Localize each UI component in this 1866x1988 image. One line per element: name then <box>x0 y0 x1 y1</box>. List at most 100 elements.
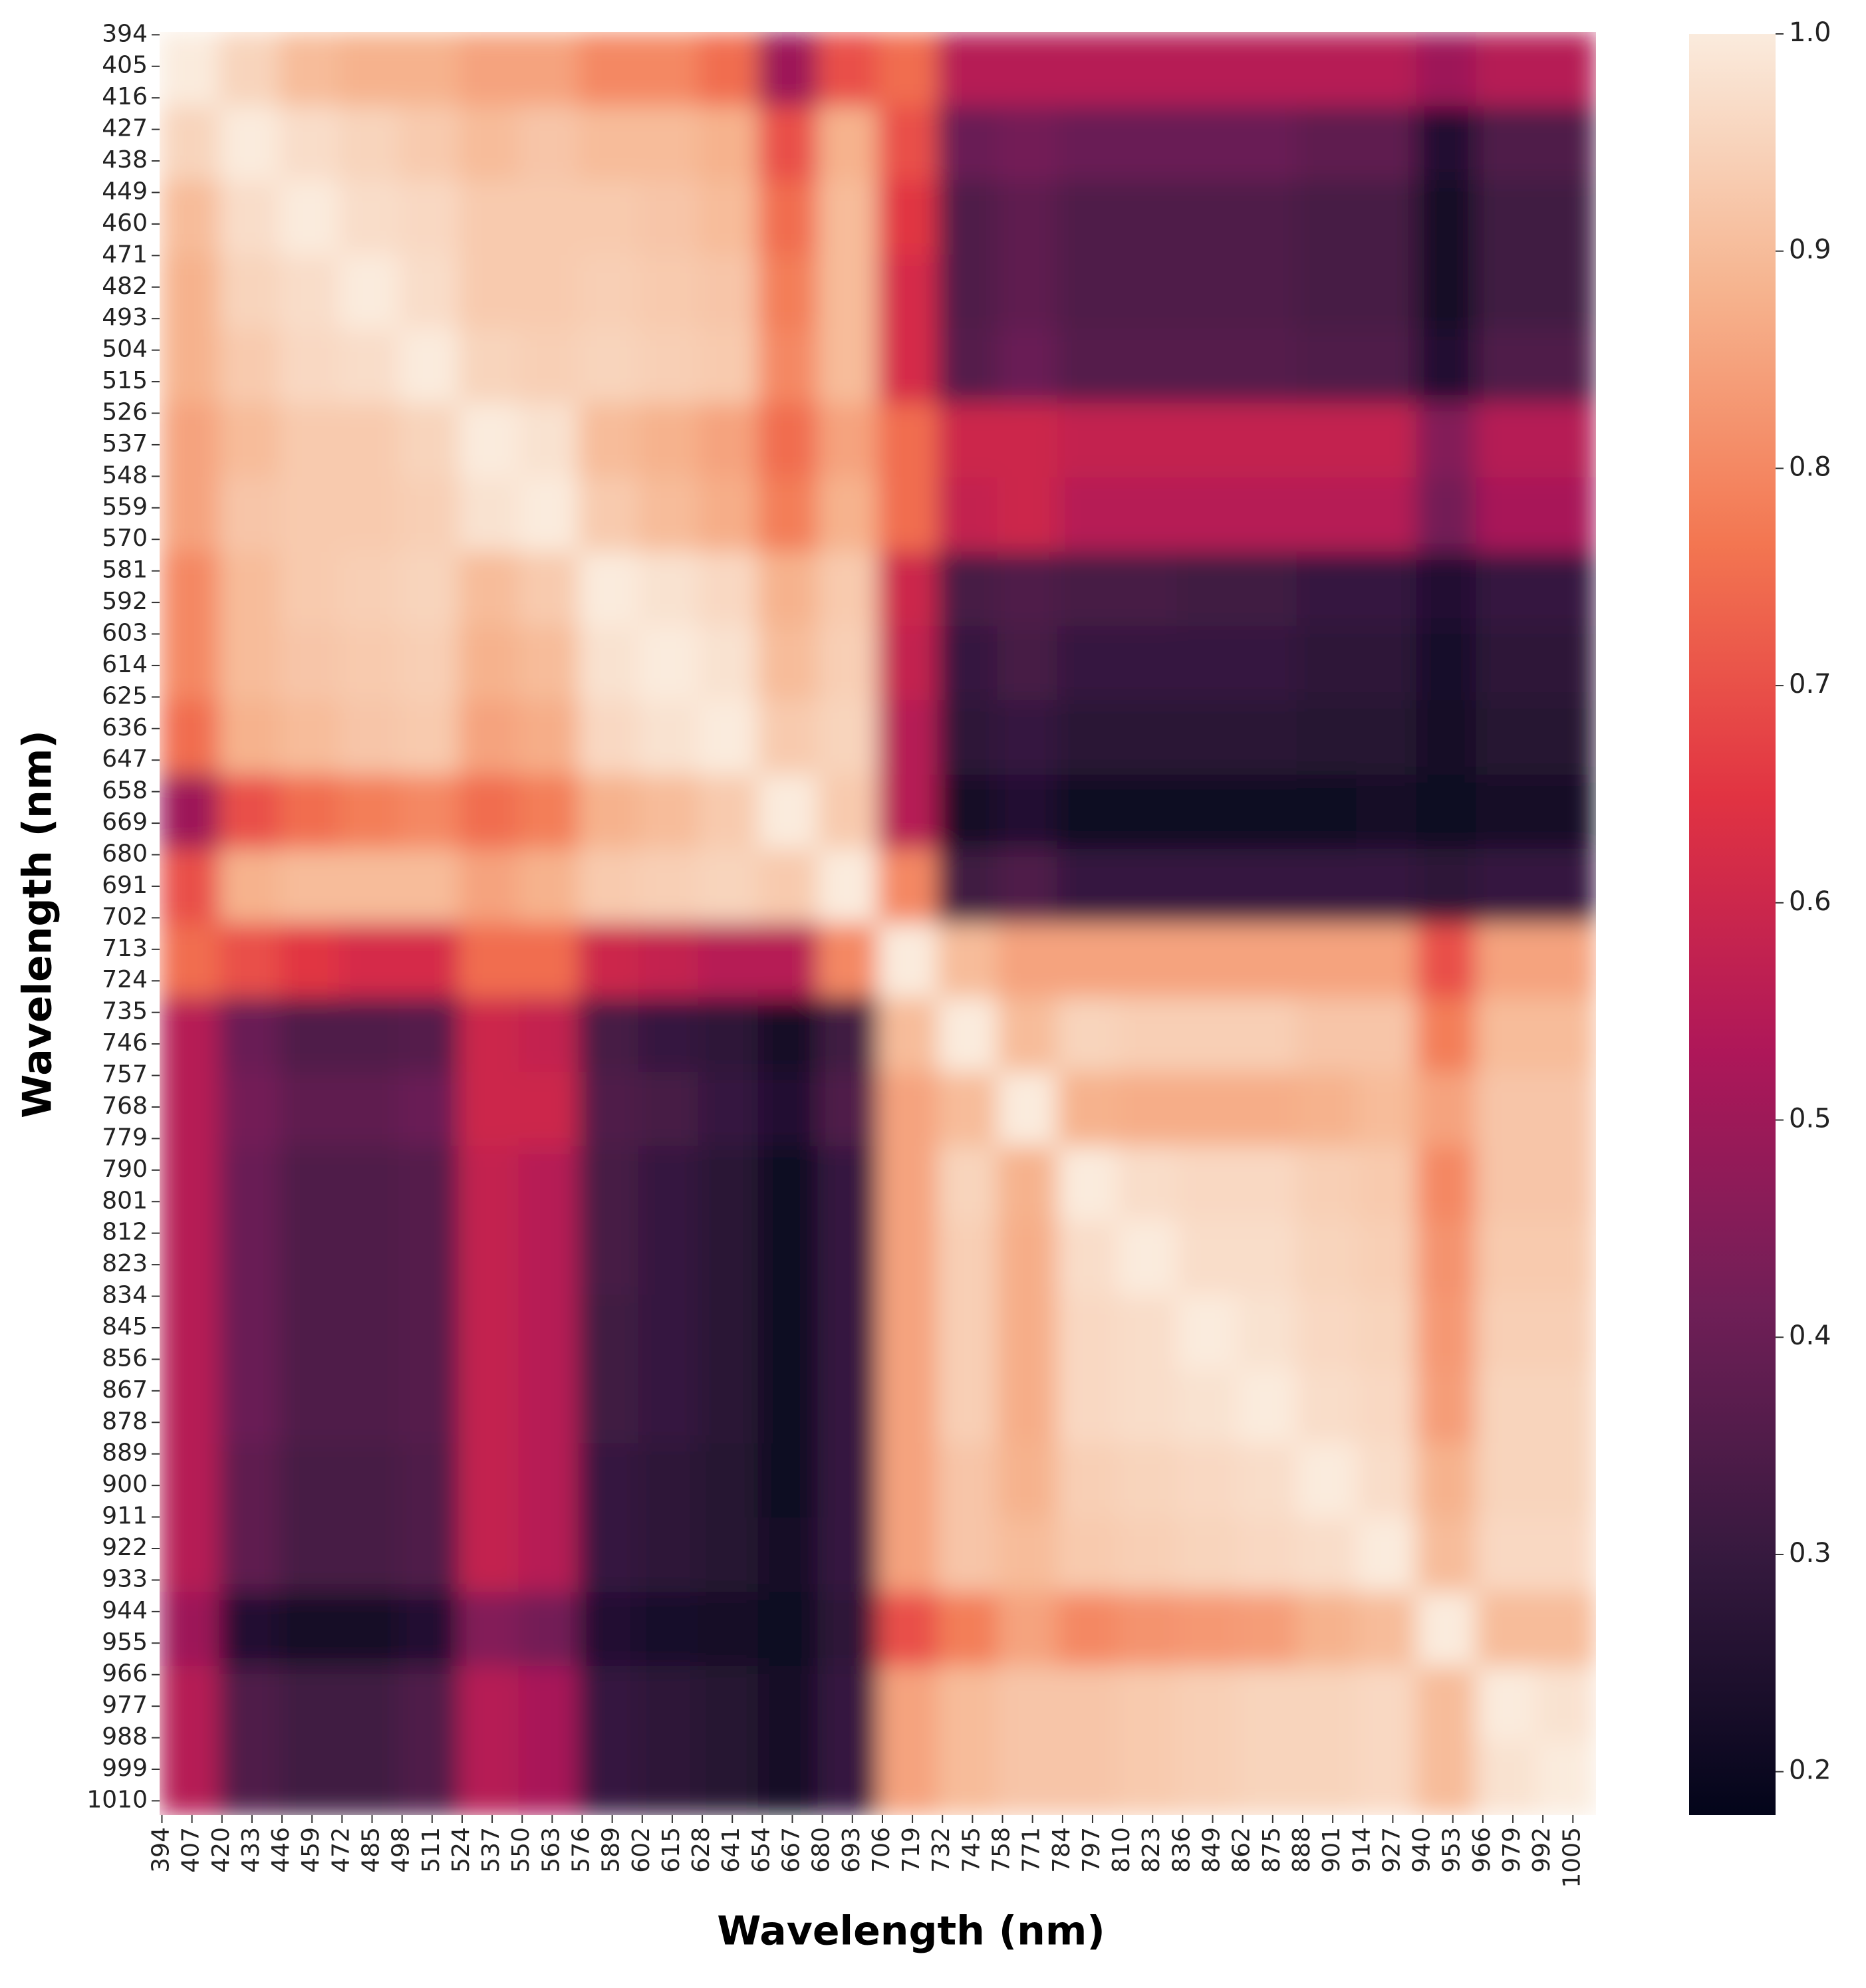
heatmap-cell <box>698 848 759 924</box>
heatmap-cell <box>1416 403 1477 478</box>
heatmap-cell <box>1176 1369 1238 1444</box>
heatmap-cell <box>877 923 938 999</box>
heatmap-cell <box>458 328 519 404</box>
x-tick-label: 654 <box>747 1827 775 1873</box>
heatmap-cell <box>1176 32 1238 107</box>
y-tick-label: 526 <box>102 398 148 426</box>
heatmap-cell <box>638 180 699 255</box>
heatmap-cell <box>817 106 878 181</box>
heatmap-cell <box>398 1517 460 1593</box>
heatmap-cell <box>578 477 639 553</box>
heatmap-cell <box>279 32 340 107</box>
x-tick-label: 641 <box>718 1827 745 1873</box>
heatmap-cell <box>757 1220 819 1296</box>
heatmap-cell <box>1176 254 1238 330</box>
heatmap-cell <box>877 328 938 404</box>
heatmap-cell <box>578 775 639 850</box>
y-tick-label: 504 <box>102 336 148 363</box>
heatmap-cell <box>160 551 220 627</box>
heatmap-cell <box>757 775 819 850</box>
heatmap-cell <box>338 1592 400 1667</box>
heatmap-cell <box>398 848 460 924</box>
heatmap-cell <box>817 848 878 924</box>
heatmap-cell <box>817 403 878 478</box>
heatmap-cell <box>1176 403 1238 478</box>
heatmap-cell <box>398 551 460 627</box>
heatmap-cell <box>997 180 1058 255</box>
heatmap-cell <box>578 700 639 775</box>
heatmap-cell <box>1057 551 1118 627</box>
heatmap-cell <box>638 1517 699 1593</box>
heatmap-cell <box>518 254 579 330</box>
heatmap-cell <box>1416 180 1477 255</box>
heatmap-cell <box>757 477 819 553</box>
heatmap-cell <box>757 1295 819 1370</box>
heatmap-cell <box>1476 1369 1537 1444</box>
heatmap-cell <box>1476 700 1537 775</box>
heatmap-cell <box>1416 923 1477 999</box>
heatmap-cell <box>997 1295 1058 1370</box>
heatmap-cell <box>698 1592 759 1667</box>
heatmap-cell <box>578 180 639 255</box>
heatmap-cell <box>1296 1592 1357 1667</box>
heatmap-cell <box>279 923 340 999</box>
heatmap-cell <box>877 1072 938 1147</box>
y-tick-label: 460 <box>102 209 148 237</box>
heatmap-cell <box>757 32 819 107</box>
y-tick-label: 812 <box>102 1219 148 1246</box>
heatmap-cell <box>1535 1517 1596 1593</box>
heatmap-cell <box>997 1740 1058 1815</box>
y-tick-label: 702 <box>102 903 148 930</box>
heatmap-cell <box>338 1220 400 1296</box>
heatmap-cell <box>757 997 819 1072</box>
heatmap-cell <box>1416 1220 1477 1296</box>
heatmap-cell <box>1535 997 1596 1072</box>
y-tick-label: 955 <box>102 1628 148 1656</box>
y-tick-label: 746 <box>102 1029 148 1056</box>
heatmap-cell <box>937 403 998 478</box>
heatmap-cell <box>338 106 400 181</box>
x-tick-label: 433 <box>237 1827 265 1873</box>
heatmap-cell <box>698 700 759 775</box>
heatmap-cell <box>1296 403 1357 478</box>
heatmap-cell <box>1476 1517 1537 1593</box>
heatmap-cell <box>160 328 220 404</box>
y-tick-label: 537 <box>102 430 148 457</box>
heatmap-cell <box>578 1295 639 1370</box>
heatmap-cell <box>1236 848 1297 924</box>
heatmap-cell <box>458 551 519 627</box>
y-tick-label: 581 <box>102 557 148 584</box>
heatmap-cell <box>698 32 759 107</box>
heatmap-cell <box>698 1517 759 1593</box>
x-tick-label: 706 <box>868 1827 895 1873</box>
heatmap-cell <box>398 106 460 181</box>
heatmap-cell <box>338 180 400 255</box>
heatmap-cell <box>1416 106 1477 181</box>
y-tick-label: 999 <box>102 1755 148 1782</box>
heatmap-cell <box>458 106 519 181</box>
y-tick-label: 669 <box>102 808 148 836</box>
heatmap-cell <box>997 551 1058 627</box>
heatmap-cell <box>279 626 340 701</box>
heatmap-cell <box>398 1443 460 1519</box>
heatmap-cell <box>518 1517 579 1593</box>
heatmap-cell <box>937 328 998 404</box>
x-tick-label: 446 <box>267 1827 295 1873</box>
heatmap-cell <box>1176 1146 1238 1221</box>
heatmap-cell <box>1236 403 1297 478</box>
heatmap-cell <box>757 1072 819 1147</box>
heatmap-cell <box>877 1443 938 1519</box>
heatmap-cell <box>937 32 998 107</box>
heatmap-cell <box>1057 775 1118 850</box>
heatmap-cell <box>1476 1146 1537 1221</box>
heatmap-cell <box>518 328 579 404</box>
y-tick-label: 944 <box>102 1597 148 1624</box>
heatmap-cell <box>518 923 579 999</box>
heatmap-cell <box>997 775 1058 850</box>
y-tick-label: 416 <box>102 83 148 110</box>
heatmap-cell <box>219 1666 280 1741</box>
heatmap-cell <box>937 1666 998 1741</box>
heatmap-cell <box>1476 1740 1537 1815</box>
heatmap-cell <box>757 1740 819 1815</box>
heatmap-cell <box>698 1666 759 1741</box>
